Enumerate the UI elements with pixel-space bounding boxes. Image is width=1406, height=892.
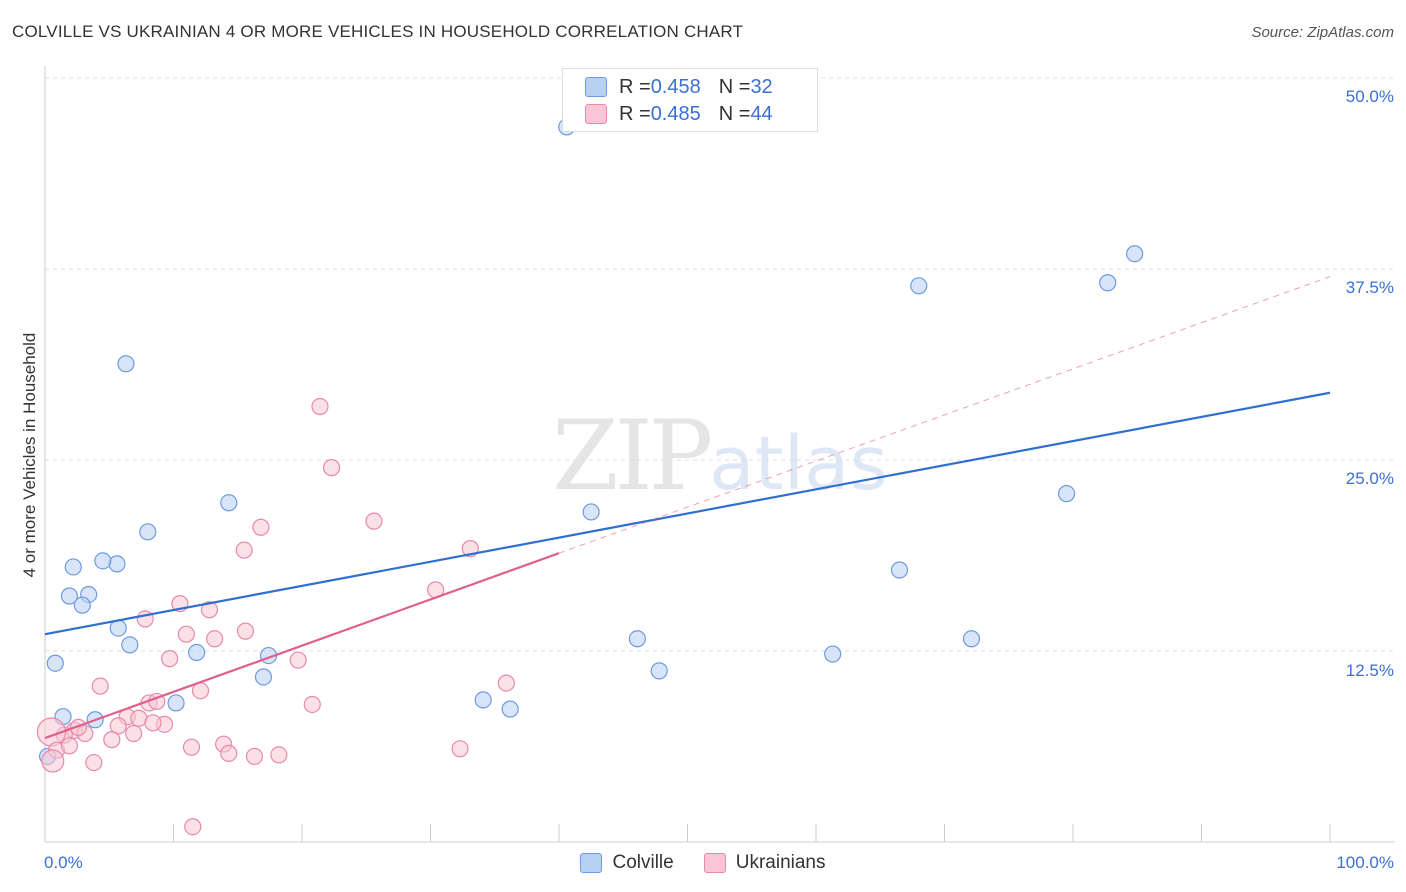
data-point-ukrainians	[322, 459, 341, 477]
data-point-colville	[254, 668, 273, 686]
x-tick-max: 100.0%	[1336, 853, 1394, 872]
watermark: ZIPatlas	[552, 400, 888, 512]
n-value: 44	[750, 102, 773, 125]
data-point-colville	[64, 558, 82, 576]
data-point-colville	[139, 523, 157, 541]
r-label: R =	[619, 102, 651, 125]
data-point-ukrainians	[91, 677, 109, 695]
data-point-colville	[1126, 245, 1144, 263]
data-point-ukrainians	[236, 622, 255, 640]
data-point-ukrainians	[235, 541, 253, 559]
data-point-ukrainians	[451, 740, 469, 758]
data-point-ukrainians	[161, 650, 179, 668]
data-point-ukrainians	[60, 737, 79, 755]
data-point-colville	[628, 630, 646, 648]
y-tick-12-5: 12.5%	[1345, 661, 1394, 680]
data-point-colville	[117, 355, 135, 373]
data-point-ukrainians	[41, 749, 65, 773]
data-point-colville	[501, 700, 519, 718]
data-point-ukrainians	[497, 674, 515, 692]
data-point-colville	[962, 630, 981, 648]
data-point-colville	[108, 555, 126, 573]
data-point-colville	[167, 694, 185, 712]
legend-item-ukrainians: Ukrainians	[703, 852, 826, 874]
colville-swatch	[585, 77, 607, 97]
data-point-ukrainians	[303, 695, 321, 714]
colville-legend-swatch	[580, 853, 603, 873]
n-value: 32	[750, 75, 773, 98]
data-point-ukrainians	[270, 746, 288, 764]
y-tick-50: 50.0%	[1345, 87, 1394, 106]
data-point-ukrainians	[144, 714, 162, 732]
data-point-ukrainians	[109, 717, 127, 735]
data-point-colville	[1057, 485, 1076, 503]
legend-label-colville: Colville	[612, 852, 674, 873]
trend-line-ukrainians-extended	[558, 276, 1331, 554]
y-tick-25: 25.0%	[1345, 469, 1394, 488]
data-point-ukrainians	[206, 630, 224, 648]
data-point-ukrainians	[220, 744, 238, 762]
r-value: 0.485	[650, 102, 701, 125]
data-point-colville	[60, 587, 79, 605]
data-point-ukrainians	[289, 651, 307, 669]
data-point-colville	[824, 645, 842, 663]
data-point-ukrainians	[85, 753, 103, 772]
correlation-legend: R = 0.458 N = 32 R = 0.485 N = 44	[562, 68, 818, 132]
chart-title: COLVILLE VS UKRAINIAN 4 OR MORE VEHICLES…	[12, 22, 744, 41]
data-point-ukrainians	[69, 718, 88, 737]
y-tick-37-5: 37.5%	[1345, 278, 1394, 297]
legend-item-colville: Colville	[580, 852, 674, 874]
n-label: N =	[718, 75, 751, 98]
data-point-colville	[1099, 274, 1117, 292]
data-point-colville	[890, 561, 909, 579]
x-tick-min: 0.0%	[44, 853, 83, 872]
ukrainians-legend-swatch	[703, 853, 726, 873]
data-point-ukrainians	[252, 518, 270, 536]
trend-line-ukrainians	[44, 552, 560, 740]
data-point-ukrainians	[311, 397, 329, 416]
ukrainians-swatch	[585, 104, 607, 124]
data-point-ukrainians	[245, 747, 264, 766]
r-label: R =	[619, 75, 651, 98]
data-point-colville	[94, 552, 112, 570]
series-legend: Colville Ukrainians	[0, 852, 1406, 874]
legend-row-colville: R = 0.458 N = 32	[585, 75, 773, 99]
legend-row-ukrainians: R = 0.485 N = 44	[585, 102, 773, 126]
data-point-ukrainians	[182, 738, 201, 756]
data-point-colville	[188, 643, 206, 662]
chart-source: Source: ZipAtlas.com	[1251, 24, 1394, 41]
data-point-ukrainians	[103, 731, 121, 749]
legend-label-ukrainians: Ukrainians	[735, 852, 826, 873]
data-point-ukrainians	[200, 601, 219, 619]
watermark-zip: ZIP	[552, 400, 713, 512]
data-point-colville	[582, 503, 600, 521]
data-point-ukrainians	[177, 625, 195, 643]
r-value: 0.458	[650, 75, 701, 98]
data-point-ukrainians	[365, 512, 383, 530]
data-point-colville	[220, 494, 238, 512]
data-point-colville	[910, 277, 928, 295]
trend-line-colville	[44, 391, 1331, 636]
data-point-colville	[474, 691, 492, 709]
data-point-colville	[73, 596, 91, 614]
data-point-colville	[121, 636, 139, 654]
n-label: N =	[718, 102, 751, 125]
data-point-colville	[650, 662, 668, 680]
data-point-ukrainians	[125, 724, 143, 743]
data-point-colville	[46, 654, 64, 672]
data-point-ukrainians	[184, 818, 202, 836]
